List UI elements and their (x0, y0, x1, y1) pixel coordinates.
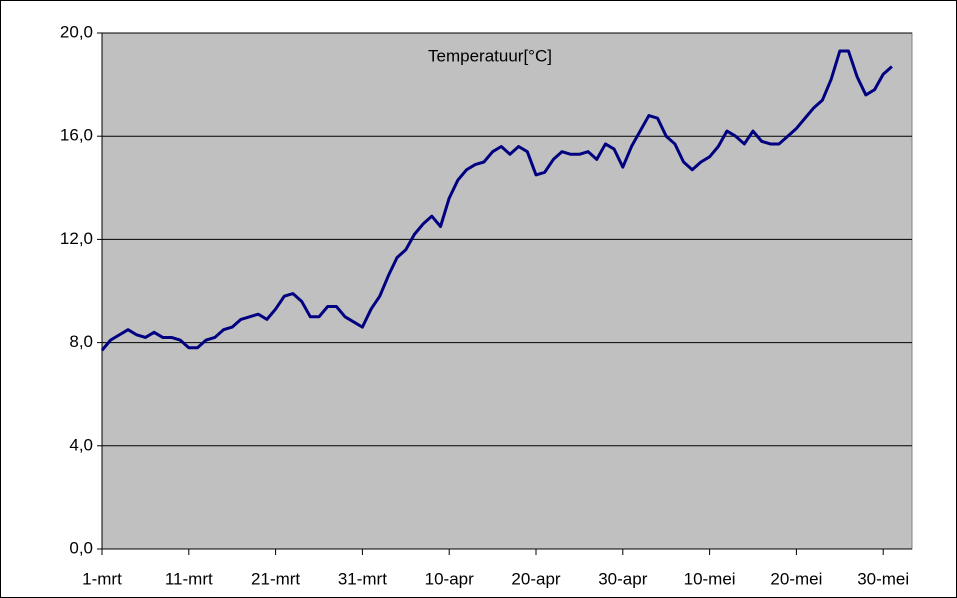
x-tick-label: 30-apr (598, 569, 647, 588)
x-tick-label: 10-apr (425, 569, 474, 588)
y-tick-label: 12,0 (60, 229, 93, 248)
x-tick-label: 11-mrt (165, 569, 213, 588)
x-tick-label: 20-apr (511, 569, 560, 588)
plot-area (101, 32, 913, 550)
chart-title: Temperatuur[°C] (428, 46, 552, 65)
x-tick-label: 31-mrt (338, 569, 387, 588)
x-tick-label: 20-mei (770, 569, 822, 588)
y-tick-label: 20,0 (60, 22, 93, 41)
x-tick-label: 21-mrt (251, 569, 300, 588)
y-tick-label: 0,0 (69, 538, 93, 557)
x-tick-label: 30-mei (857, 569, 909, 588)
x-tick-label: 10-mei (684, 569, 736, 588)
data-line (100, 49, 893, 352)
y-tick-label: 16,0 (60, 126, 93, 145)
y-tick-label: 4,0 (69, 435, 93, 454)
y-tick-label: 8,0 (69, 332, 93, 351)
x-tick-label: 1-mrt (82, 569, 122, 588)
